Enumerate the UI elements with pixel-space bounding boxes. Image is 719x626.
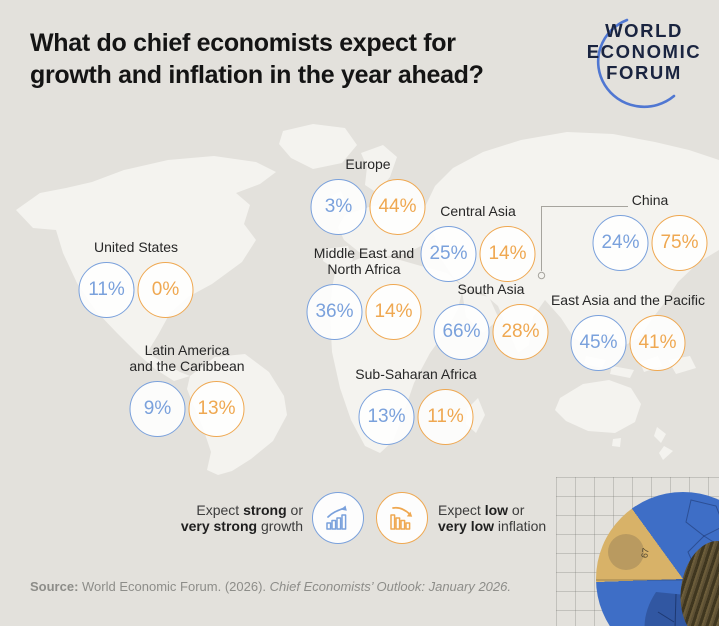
inflation-legend-badge	[376, 492, 428, 544]
region-middle-east-and-north-africa: Middle East and North Africa 36% 14%	[306, 245, 422, 340]
inflation-value-circle: 13%	[188, 381, 245, 437]
continent-indonesia-2	[610, 366, 634, 378]
region-united-states: United States 11% 0%	[78, 239, 194, 318]
growth-value-circle: 13%	[358, 389, 415, 445]
inflation-percentage: 13%	[197, 398, 236, 419]
growth-percentage: 66%	[442, 321, 481, 342]
inflation-percentage: 14%	[374, 301, 413, 322]
growth-percentage: 24%	[601, 232, 640, 253]
region-label: China	[631, 191, 669, 208]
wef-logo-word-1: WORLD	[605, 20, 683, 41]
inflation-value-circle: 0%	[137, 262, 194, 318]
growth-percentage: 3%	[324, 196, 353, 217]
region-china: China 24% 75%	[592, 192, 708, 271]
region-label: East Asia and the Pacific	[550, 291, 706, 308]
growth-value-circle: 45%	[570, 315, 627, 371]
source-citation-italic: Chief Economists’ Outlook: January 2026.	[269, 579, 511, 594]
region-circle-pair: 9% 13%	[129, 381, 245, 437]
continent-greenland	[279, 124, 357, 169]
region-sub-saharan-africa: Sub-Saharan Africa 13% 11%	[355, 366, 477, 445]
growth-value-circle: 11%	[78, 262, 135, 318]
continent-scandinavia	[361, 145, 397, 193]
continent-new-zealand-2	[659, 446, 673, 460]
inflation-percentage: 11%	[427, 406, 464, 427]
region-circle-pair: 36% 14%	[306, 284, 422, 340]
growth-percentage: 25%	[429, 243, 468, 264]
wef-logo-word-2: ECONOMIC	[586, 41, 702, 62]
inflation-value-circle: 44%	[369, 179, 426, 235]
inflation-value-circle: 75%	[651, 215, 708, 271]
region-circle-pair: 3% 44%	[310, 179, 426, 235]
region-label: United States	[93, 238, 179, 255]
region-label: Europe	[345, 155, 391, 172]
legend-growth-label: Expect strong or very strong growth	[180, 502, 303, 534]
inflation-value-circle: 11%	[417, 389, 474, 445]
region-europe: Europe 3% 44%	[310, 156, 426, 235]
inflation-value-circle: 14%	[479, 226, 536, 282]
source-text: World Economic Forum. (2026).	[78, 579, 270, 594]
growth-legend-badge	[312, 492, 364, 544]
inflation-value-circle: 41%	[629, 315, 686, 371]
region-label: Latin America and the Caribbean	[129, 341, 245, 374]
region-label: South Asia	[457, 280, 525, 297]
inflation-percentage: 41%	[638, 332, 677, 353]
region-central-asia: Central Asia 25% 14%	[420, 203, 536, 282]
growth-percentage: 9%	[143, 398, 172, 419]
continent-tasmania	[612, 438, 621, 447]
inflation-percentage: 28%	[501, 321, 540, 342]
inflation-percentage: 44%	[378, 196, 417, 217]
inflation-value-circle: 28%	[492, 304, 549, 360]
growth-percentage: 11%	[88, 279, 125, 300]
region-circle-pair: 13% 11%	[358, 389, 474, 445]
source-label: Source:	[30, 579, 79, 594]
inflation-percentage: 0%	[151, 279, 180, 300]
growth-value-circle: 9%	[129, 381, 186, 437]
growth-value-circle: 3%	[310, 179, 367, 235]
inflation-percentage: 75%	[660, 232, 699, 253]
growth-percentage: 13%	[367, 406, 406, 427]
continent-australia	[555, 380, 641, 433]
region-latin-america-and-the-caribbean: Latin America and the Caribbean 9% 13%	[129, 342, 245, 437]
wef-logo-word-3: FORUM	[606, 62, 682, 83]
bar-chart-rising-icon	[326, 505, 347, 530]
legend-inflation-label: Expect low or very low inflation	[438, 502, 547, 534]
page-title: What do chief economists expect for grow…	[30, 27, 484, 91]
title-line-1: What do chief economists expect for	[30, 29, 456, 57]
growth-value-circle: 25%	[420, 226, 477, 282]
wef-logo: WORLD ECONOMIC FORUM	[570, 20, 718, 83]
inflation-percentage: 14%	[488, 243, 527, 264]
growth-value-circle: 66%	[433, 304, 490, 360]
bar-chart-falling-icon	[390, 506, 413, 530]
inflation-value-circle: 14%	[365, 284, 422, 340]
growth-value-circle: 36%	[306, 284, 363, 340]
region-label: Central Asia	[440, 202, 516, 219]
title-line-2: growth and inflation in the year ahead?	[30, 61, 484, 89]
region-circle-pair: 25% 14%	[420, 226, 536, 282]
region-label: Sub-Saharan Africa	[355, 365, 477, 382]
continent-new-zealand-1	[654, 427, 666, 443]
region-south-asia: South Asia 66% 28%	[433, 281, 549, 360]
region-label: Middle East and North Africa	[313, 244, 415, 277]
region-circle-pair: 66% 28%	[433, 304, 549, 360]
growth-percentage: 45%	[579, 332, 618, 353]
growth-value-circle: 24%	[592, 215, 649, 271]
region-circle-pair: 24% 75%	[592, 215, 708, 271]
source-citation: Source: World Economic Forum. (2026). Ch…	[30, 579, 511, 594]
region-circle-pair: 45% 41%	[570, 315, 686, 371]
region-east-asia-and-the-pacific: East Asia and the Pacific 45% 41%	[551, 292, 705, 371]
growth-percentage: 36%	[315, 301, 354, 322]
region-circle-pair: 11% 0%	[78, 262, 194, 318]
